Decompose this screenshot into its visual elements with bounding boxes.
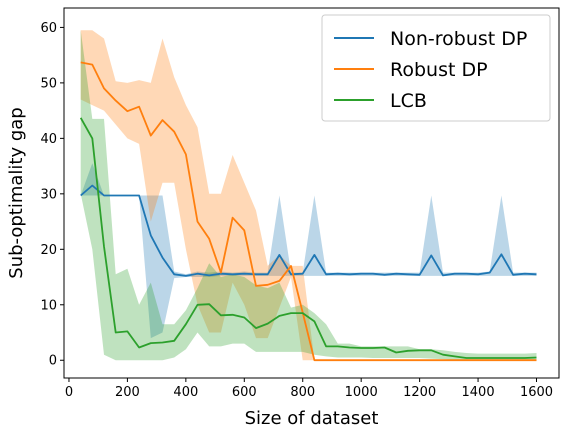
x-tick-label: 1200 [403,385,436,400]
y-axis-ticks: 0 10 20 30 40 50 60 [40,21,64,369]
y-tick-label: 0 [49,354,57,369]
legend-label: LCB [390,90,427,112]
y-tick-label: 60 [40,21,57,36]
x-tick-label: 0 [65,385,73,400]
x-tick-label: 1600 [520,385,553,400]
x-axis-ticks: 0 200 400 600 800 1000 1200 1400 1600 [65,378,553,400]
y-axis-label: Sub-optimality gap [6,107,27,278]
series-lines [79,61,537,362]
line-series-2 [80,61,537,362]
x-tick-label: 1400 [462,385,495,400]
x-tick-label: 800 [290,385,315,400]
band-series-3 [80,30,537,361]
x-tick-label: 200 [115,385,140,400]
confidence-bands [80,30,537,361]
legend-label: Robust DP [390,59,488,81]
x-tick-label: 600 [232,385,257,400]
plot-frame [63,7,560,379]
y-tick-label: 20 [40,243,57,258]
line-series-3 [79,117,537,359]
y-tick-label: 10 [40,298,57,313]
band-series-1 [80,163,537,339]
legend-label: Non-robust DP [390,28,527,50]
x-tick-label: 400 [173,385,198,400]
y-tick-label: 40 [40,132,57,147]
legend: Non-robust DP Robust DP LCB [321,14,551,122]
line-series-1 [80,184,537,277]
x-tick-label: 1000 [345,385,378,400]
y-tick-label: 50 [40,76,57,91]
band-series-2 [80,30,537,361]
y-tick-label: 30 [40,187,57,202]
legend-box [321,14,551,122]
x-axis-label: Size of dataset [245,408,379,429]
